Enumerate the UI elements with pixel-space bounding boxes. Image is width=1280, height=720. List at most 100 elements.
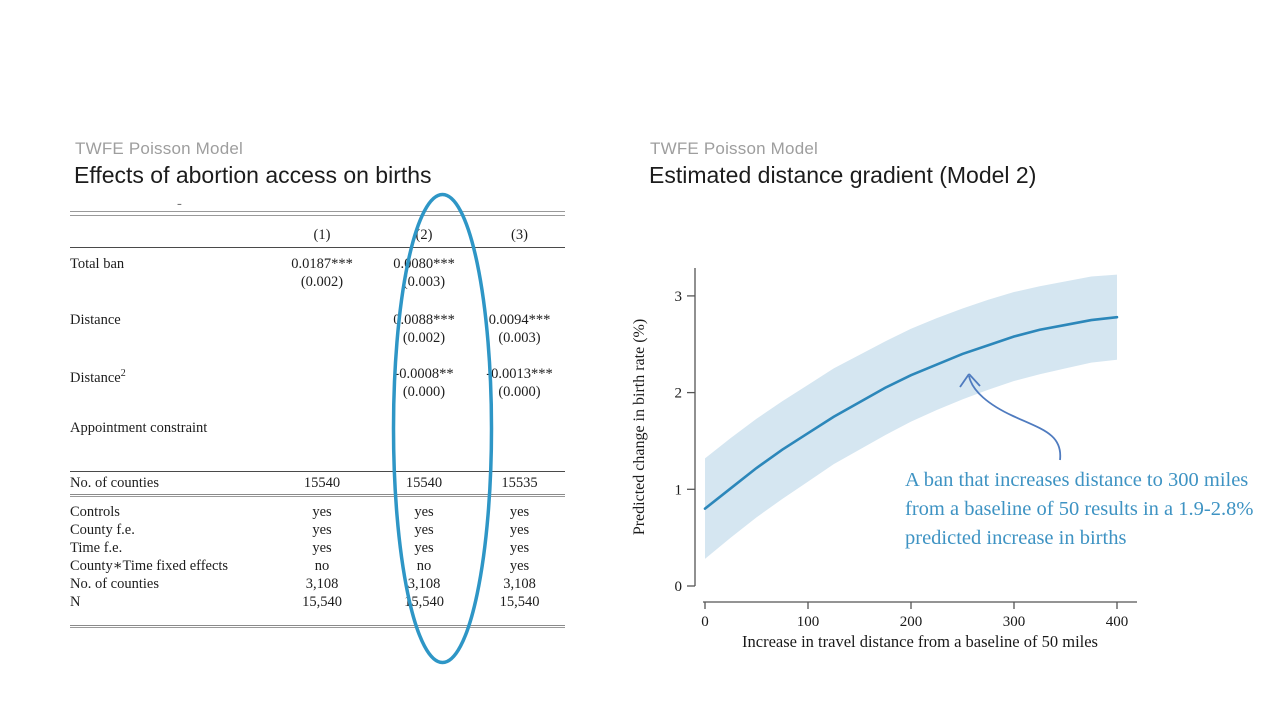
coef-row: Distance2 -0.0008** (0.000) -0.0013*** (0.00… bbox=[70, 365, 565, 401]
regression-table: - (1) (2) (3) Total ban 0.0187*** (0.002) 0.00… bbox=[70, 196, 565, 628]
cell-value: yes bbox=[509, 522, 530, 538]
chart-annotation-text: A ban that increases distance to 300 mil… bbox=[905, 469, 1254, 549]
std-error: (0.003) bbox=[402, 274, 446, 290]
cell-value: no bbox=[314, 558, 330, 574]
std-error: (0.000) bbox=[402, 384, 446, 400]
row-label: Total ban bbox=[70, 256, 125, 272]
column-header: (2) bbox=[415, 227, 433, 243]
left-panel-title: Effects of abortion access on births bbox=[74, 162, 432, 188]
spec-row: N 15,540 15,540 15,540 bbox=[70, 593, 565, 611]
coef-cell bbox=[474, 419, 565, 437]
cell-value: 15540 bbox=[405, 475, 443, 491]
right-panel-kicker: TWFE Poisson Model bbox=[650, 139, 818, 158]
coefficient: 0.0080*** bbox=[393, 256, 455, 272]
right-panel-title: Estimated distance gradient (Model 2) bbox=[649, 162, 1037, 188]
x-axis-title: Increase in travel distance from a basel… bbox=[742, 632, 1098, 651]
mid-rule-top bbox=[70, 471, 565, 472]
cell-value: 15535 bbox=[501, 475, 538, 491]
row-label: County f.e. bbox=[70, 522, 135, 538]
coef-cell bbox=[270, 419, 374, 437]
cell-value: no bbox=[416, 558, 432, 574]
row-label: County∗Time fixed effects bbox=[70, 558, 229, 574]
cell-value: yes bbox=[414, 540, 434, 556]
cell-value: 15,540 bbox=[499, 594, 540, 610]
left-panel-kicker: TWFE Poisson Model bbox=[75, 139, 243, 158]
column-header: (3) bbox=[511, 227, 528, 243]
coefficient: 0.0088*** bbox=[393, 312, 455, 328]
row-label: No. of counties bbox=[70, 576, 159, 592]
table-bottom-rule bbox=[70, 625, 565, 628]
header-spacer bbox=[70, 226, 270, 244]
cell-value: yes bbox=[312, 504, 332, 520]
distance-gradient-chart: 0 1 2 3 Predicted change in birth rate (%) 0 1… bbox=[631, 268, 1137, 651]
y-tick-label: 2 bbox=[675, 386, 683, 402]
cell-value: yes bbox=[509, 558, 530, 574]
cell-value: 15540 bbox=[303, 475, 341, 491]
coef-cell bbox=[270, 365, 374, 383]
prediction-line bbox=[703, 315, 1119, 510]
column-header: (1) bbox=[313, 227, 331, 243]
coef-cell: -0.0008** (0.000) bbox=[374, 365, 474, 401]
spec-row: Controls yes yes yes bbox=[70, 503, 565, 521]
row-label: Appointment constraint bbox=[70, 420, 208, 436]
std-error: (0.003) bbox=[498, 330, 541, 346]
cell-value: yes bbox=[414, 504, 434, 520]
cell-value: yes bbox=[312, 540, 332, 556]
table-caption-dash: - bbox=[177, 196, 182, 212]
coef-cell: 0.0080*** (0.003) bbox=[374, 255, 474, 291]
cell-value: 15,540 bbox=[302, 594, 342, 610]
coef-cell bbox=[474, 255, 565, 273]
table-top-rule bbox=[70, 211, 565, 216]
coef-cell: 0.0088*** (0.002) bbox=[374, 311, 474, 347]
x-tick-label: 400 bbox=[1106, 614, 1129, 630]
spec-row: Time f.e. yes yes yes bbox=[70, 539, 565, 557]
row-label: N bbox=[70, 594, 81, 610]
x-tick-label: 300 bbox=[1003, 614, 1026, 630]
row-label: Distance bbox=[70, 312, 121, 328]
coef-cell: -0.0013*** (0.000) bbox=[474, 365, 565, 401]
cell-value: 3,108 bbox=[305, 576, 339, 592]
y-tick-label: 1 bbox=[675, 482, 683, 498]
mid-rule-bottom bbox=[70, 494, 565, 497]
coef-cell: 0.0094*** (0.003) bbox=[474, 311, 565, 347]
table-header-row: (1) (2) (3) bbox=[70, 226, 565, 244]
row-label: Time f.e. bbox=[70, 540, 123, 556]
cell-value: yes bbox=[509, 540, 530, 556]
coef-cell: 0.0187*** (0.002) bbox=[270, 255, 374, 291]
cell-value: 15,540 bbox=[404, 594, 444, 610]
row-label: No. of counties bbox=[70, 475, 159, 491]
spec-row: County f.e. yes yes yes bbox=[70, 521, 565, 539]
superscript: 2 bbox=[120, 368, 126, 379]
spec-row: County∗Time fixed effects no no yes bbox=[70, 557, 565, 575]
coef-cell bbox=[374, 419, 474, 437]
cell-value: yes bbox=[509, 504, 530, 520]
std-error: (0.002) bbox=[300, 274, 344, 290]
confidence-band bbox=[705, 274, 1117, 559]
coef-row: Total ban 0.0187*** (0.002) 0.0080*** (0.003… bbox=[70, 255, 565, 291]
coefficient: -0.0008** bbox=[394, 366, 454, 382]
coef-row: Distance 0.0088*** (0.002) 0.0094*** (0.003) bbox=[70, 311, 565, 347]
row-label: Controls bbox=[70, 504, 120, 520]
spec-row: No. of counties 3,108 3,108 3,108 bbox=[70, 575, 565, 593]
y-axis-title: Predicted change in birth rate (%) bbox=[631, 319, 648, 535]
cell-value: 3,108 bbox=[503, 576, 536, 592]
cell-value: yes bbox=[312, 522, 332, 538]
header-rule bbox=[70, 247, 565, 248]
coefficient: -0.0013*** bbox=[486, 366, 553, 382]
coefficient: 0.0094*** bbox=[488, 312, 551, 328]
row-label: Distance2 bbox=[70, 368, 126, 386]
coef-cell bbox=[270, 311, 374, 329]
y-tick-label: 3 bbox=[675, 289, 683, 305]
counties-row: No. of counties 15540 15540 15535 bbox=[70, 474, 565, 492]
coefficient: 0.0187*** bbox=[291, 256, 353, 272]
y-tick-label: 0 bbox=[675, 579, 683, 595]
cell-value: yes bbox=[414, 522, 434, 538]
coef-row: Appointment constraint bbox=[70, 419, 565, 437]
cell-value: 3,108 bbox=[407, 576, 441, 592]
x-tick-label: 100 bbox=[797, 614, 820, 630]
std-error: (0.000) bbox=[498, 384, 541, 400]
x-tick-label: 200 bbox=[900, 614, 923, 630]
x-tick-label: 0 bbox=[701, 614, 709, 630]
std-error: (0.002) bbox=[402, 330, 446, 346]
